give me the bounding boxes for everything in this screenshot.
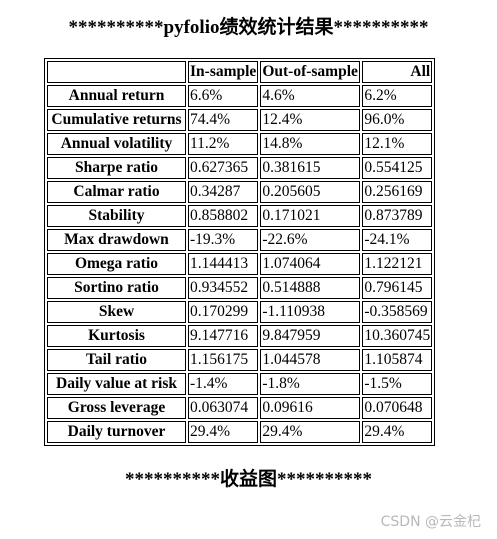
row-label: Sortino ratio bbox=[47, 277, 186, 299]
row-label: Omega ratio bbox=[47, 253, 186, 275]
table-cell: 0.858802 bbox=[188, 205, 259, 227]
column-header-metric bbox=[47, 61, 186, 83]
table-row: Tail ratio 1.156175 1.044578 1.105874 bbox=[47, 349, 433, 371]
table-cell: -1.110938 bbox=[260, 301, 361, 323]
table-cell: -1.5% bbox=[362, 373, 433, 395]
table-row: Sharpe ratio 0.627365 0.381615 0.554125 bbox=[47, 157, 433, 179]
table-cell: 0.514888 bbox=[260, 277, 361, 299]
table-cell: 9.847959 bbox=[260, 325, 361, 347]
table-cell: -22.6% bbox=[260, 229, 361, 251]
row-label: Sharpe ratio bbox=[47, 157, 186, 179]
table-cell: 29.4% bbox=[362, 421, 433, 443]
table-row: Stability 0.858802 0.171021 0.873789 bbox=[47, 205, 433, 227]
table-cell: 1.144413 bbox=[188, 253, 259, 275]
table-cell: 11.2% bbox=[188, 133, 259, 155]
table-cell: 29.4% bbox=[188, 421, 259, 443]
table-cell: 0.381615 bbox=[260, 157, 361, 179]
performance-stats-table: In-sample Out-of-sample All Annual retur… bbox=[44, 58, 436, 446]
table-cell: -19.3% bbox=[188, 229, 259, 251]
table-row: Daily value at risk -1.4% -1.8% -1.5% bbox=[47, 373, 433, 395]
column-header-out-of-sample: Out-of-sample bbox=[260, 61, 361, 83]
table-cell: 6.2% bbox=[362, 85, 433, 107]
table-cell: 4.6% bbox=[260, 85, 361, 107]
table-cell: -0.358569 bbox=[362, 301, 433, 323]
table-row: Skew 0.170299 -1.110938 -0.358569 bbox=[47, 301, 433, 323]
row-label: Kurtosis bbox=[47, 325, 186, 347]
table-row: Sortino ratio 0.934552 0.514888 0.796145 bbox=[47, 277, 433, 299]
column-header-all: All bbox=[362, 61, 433, 83]
table-cell: 0.171021 bbox=[260, 205, 361, 227]
table-row: Gross leverage 0.063074 0.09616 0.070648 bbox=[47, 397, 433, 419]
page-title: **********pyfolio绩效统计结果********** bbox=[68, 17, 429, 38]
table-cell: 10.360745 bbox=[362, 325, 433, 347]
table-cell: 96.0% bbox=[362, 109, 433, 131]
table-cell: 0.063074 bbox=[188, 397, 259, 419]
row-label: Skew bbox=[47, 301, 186, 323]
table-cell: 14.8% bbox=[260, 133, 361, 155]
table-cell: 0.34287 bbox=[188, 181, 259, 203]
table-cell: 0.873789 bbox=[362, 205, 433, 227]
row-label: Daily value at risk bbox=[47, 373, 186, 395]
table-cell: 0.627365 bbox=[188, 157, 259, 179]
table-cell: 0.09616 bbox=[260, 397, 361, 419]
table-row: Kurtosis 9.147716 9.847959 10.360745 bbox=[47, 325, 433, 347]
table-row: Annual volatility 11.2% 14.8% 12.1% bbox=[47, 133, 433, 155]
table-header-row: In-sample Out-of-sample All bbox=[47, 61, 433, 83]
row-label: Annual return bbox=[47, 85, 186, 107]
row-label: Stability bbox=[47, 205, 186, 227]
table-cell: 0.070648 bbox=[362, 397, 433, 419]
table-cell: -1.8% bbox=[260, 373, 361, 395]
table-cell: 1.156175 bbox=[188, 349, 259, 371]
table-row: Daily turnover 29.4% 29.4% 29.4% bbox=[47, 421, 433, 443]
table-cell: -1.4% bbox=[188, 373, 259, 395]
row-label: Daily turnover bbox=[47, 421, 186, 443]
table-cell: 12.1% bbox=[362, 133, 433, 155]
table-cell: 0.170299 bbox=[188, 301, 259, 323]
row-label: Annual volatility bbox=[47, 133, 186, 155]
table-cell: 0.554125 bbox=[362, 157, 433, 179]
table-row: Omega ratio 1.144413 1.074064 1.122121 bbox=[47, 253, 433, 275]
table-cell: 12.4% bbox=[260, 109, 361, 131]
column-header-in-sample: In-sample bbox=[188, 61, 259, 83]
table-cell: 0.934552 bbox=[188, 277, 259, 299]
table-cell: 29.4% bbox=[260, 421, 361, 443]
row-label: Max drawdown bbox=[47, 229, 186, 251]
table-cell: 9.147716 bbox=[188, 325, 259, 347]
table-cell: -24.1% bbox=[362, 229, 433, 251]
table-cell: 1.044578 bbox=[260, 349, 361, 371]
table-cell: 1.122121 bbox=[362, 253, 433, 275]
row-label: Cumulative returns bbox=[47, 109, 186, 131]
row-label: Gross leverage bbox=[47, 397, 186, 419]
table-row: Calmar ratio 0.34287 0.205605 0.256169 bbox=[47, 181, 433, 203]
watermark: CSDN @云金杞 bbox=[380, 514, 481, 530]
table-cell: 74.4% bbox=[188, 109, 259, 131]
table-cell: 0.256169 bbox=[362, 181, 433, 203]
row-label: Calmar ratio bbox=[47, 181, 186, 203]
table-body: Annual return 6.6% 4.6% 6.2% Cumulative retu… bbox=[47, 85, 433, 443]
table-row: Cumulative returns 74.4% 12.4% 96.0% bbox=[47, 109, 433, 131]
table-cell: 6.6% bbox=[188, 85, 259, 107]
table-row: Max drawdown -19.3% -22.6% -24.1% bbox=[47, 229, 433, 251]
table-cell: 1.074064 bbox=[260, 253, 361, 275]
table-cell: 1.105874 bbox=[362, 349, 433, 371]
table-cell: 0.796145 bbox=[362, 277, 433, 299]
row-label: Tail ratio bbox=[47, 349, 186, 371]
table-cell: 0.205605 bbox=[260, 181, 361, 203]
table-row: Annual return 6.6% 4.6% 6.2% bbox=[47, 85, 433, 107]
section-title-returns-chart: **********收益图********** bbox=[124, 469, 372, 490]
